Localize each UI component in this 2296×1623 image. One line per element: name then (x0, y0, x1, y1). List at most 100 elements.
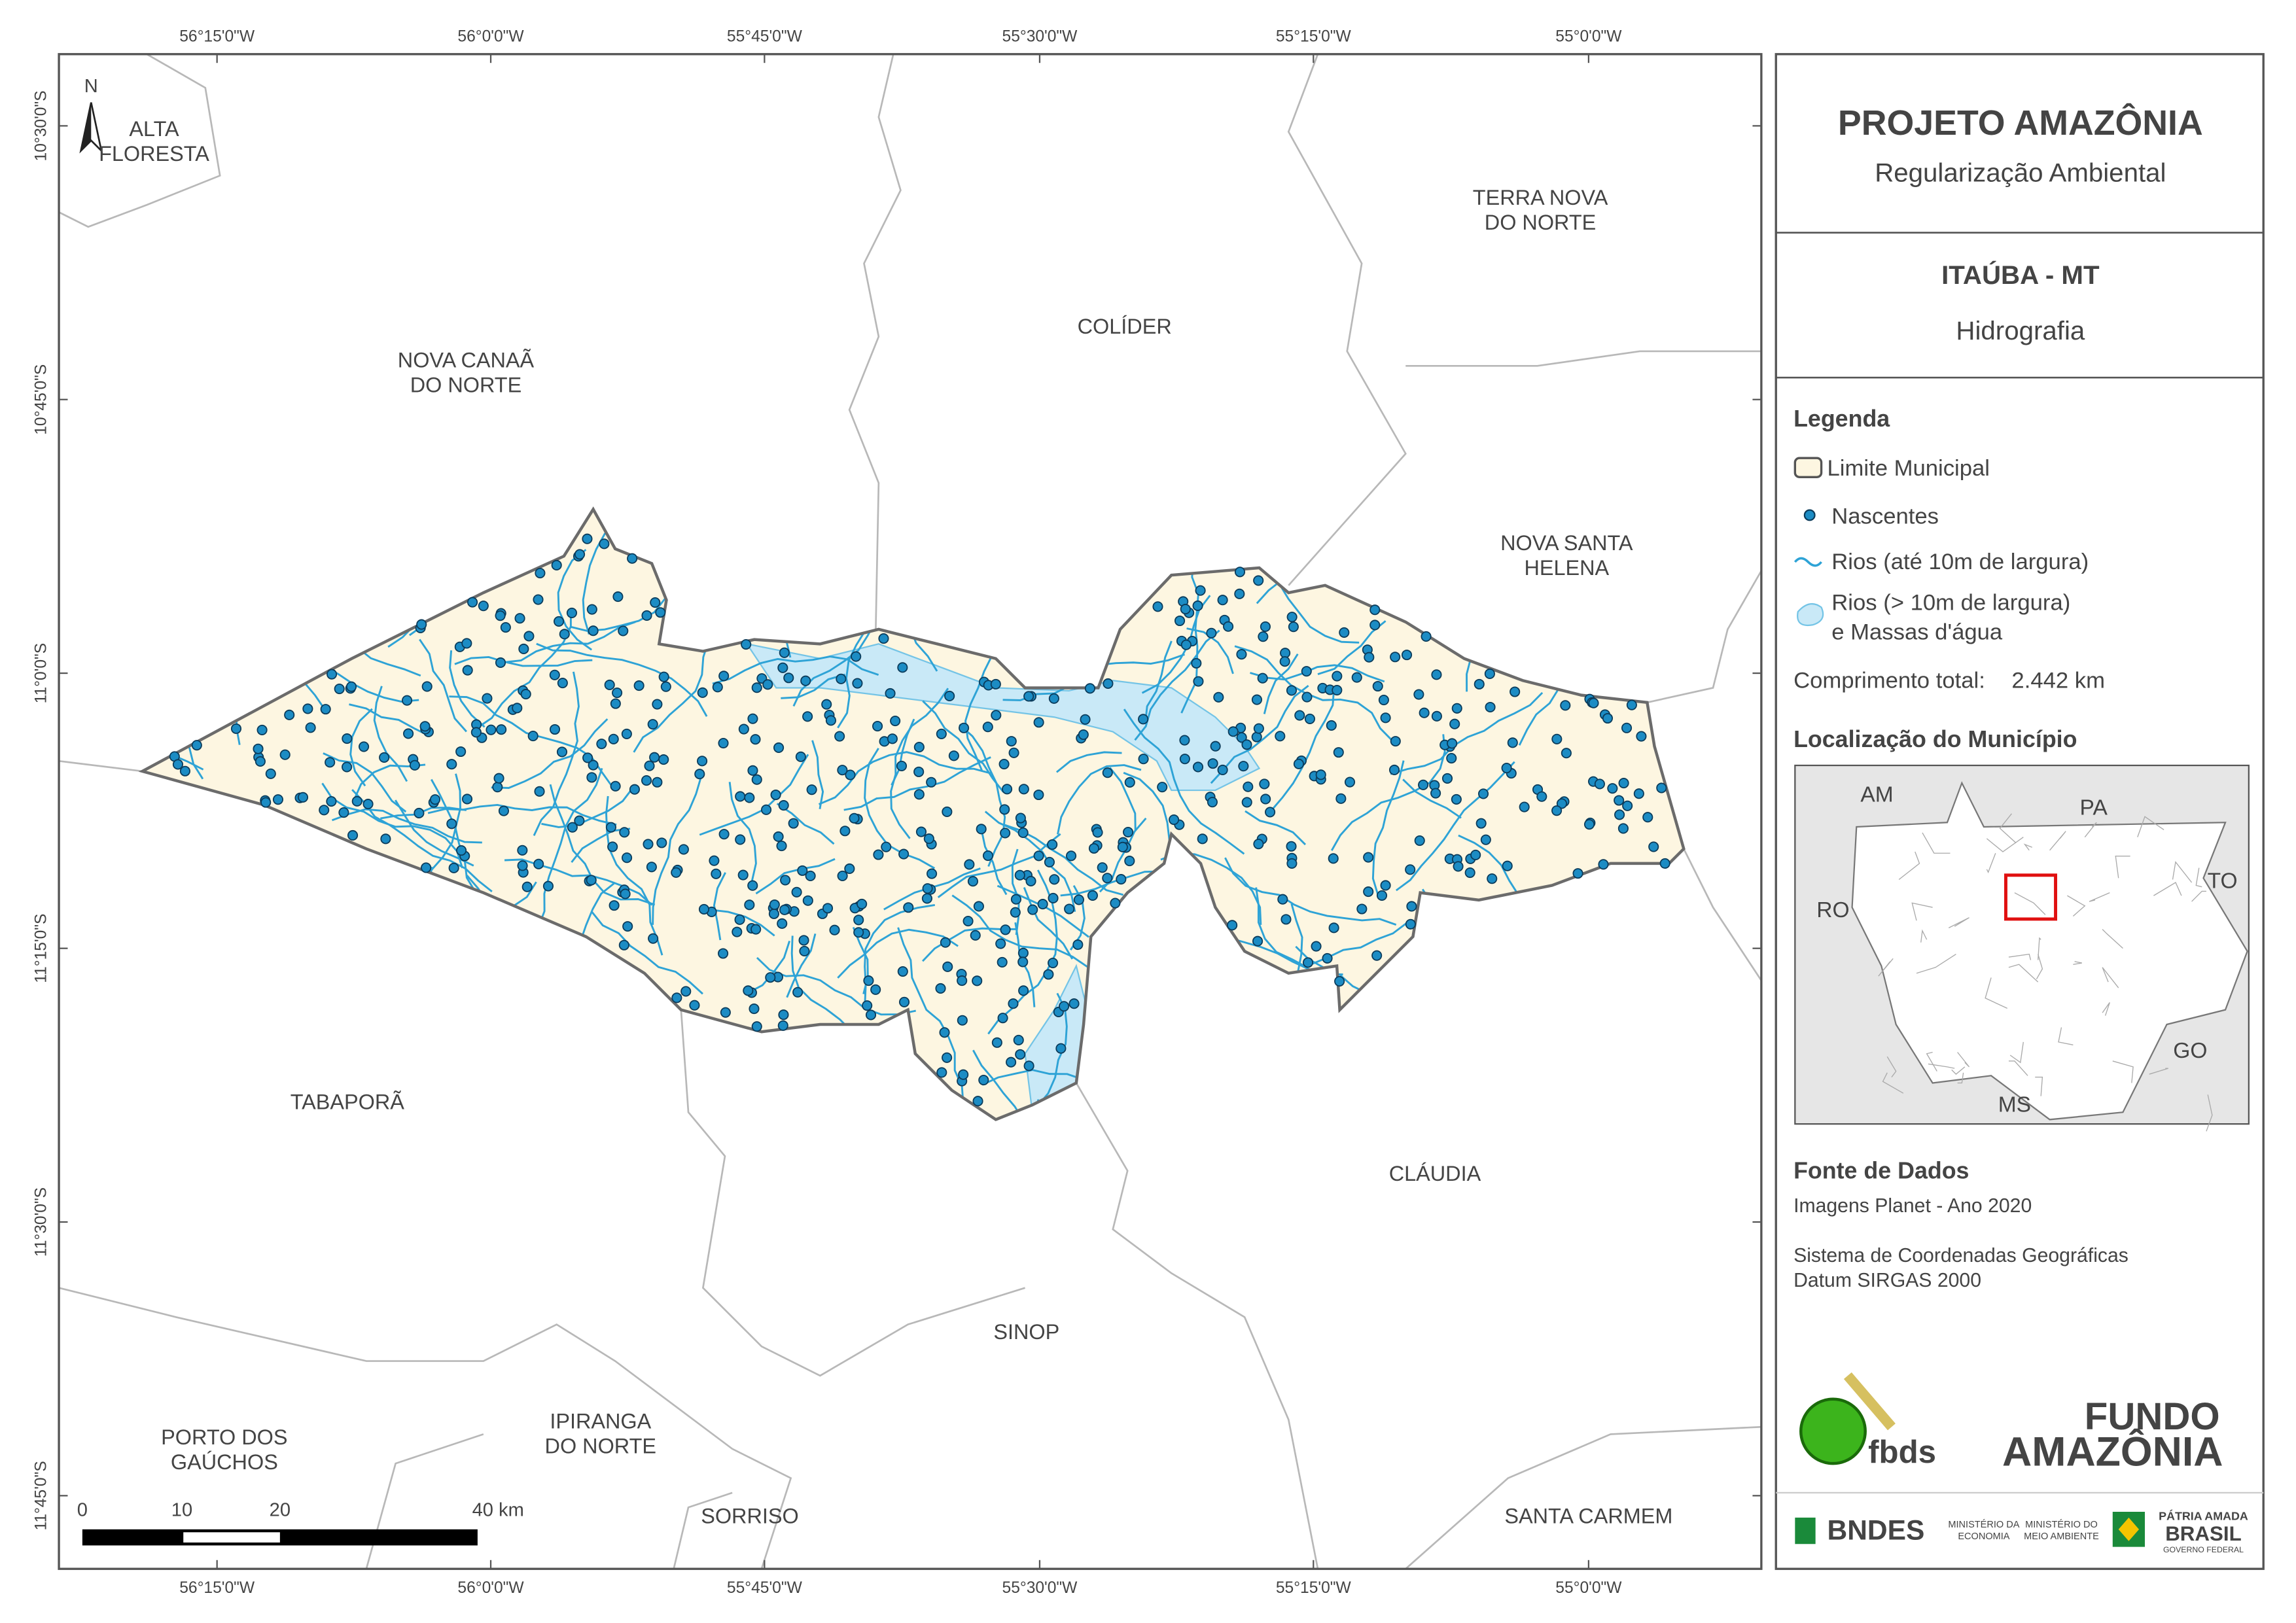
spring-point (1015, 1049, 1026, 1060)
spring-point (778, 800, 789, 811)
logo-text: MINISTÉRIO DO (2025, 1519, 2098, 1530)
spring-point (769, 899, 780, 911)
spring-point (320, 704, 331, 715)
river-line (395, 799, 474, 867)
spring-point (1257, 672, 1268, 684)
logo-shape (1795, 1517, 1816, 1544)
river-line (1180, 559, 1199, 714)
spring-point (862, 1000, 873, 1011)
spring-point (622, 852, 633, 864)
spring-point (1642, 812, 1653, 823)
spring-point (1344, 777, 1356, 788)
spring-point (1293, 758, 1304, 769)
spring-point (926, 777, 937, 788)
spring-point (1116, 874, 1127, 885)
inset-boundary (2149, 1068, 2168, 1075)
spring-point (347, 829, 359, 841)
spring-point (1390, 736, 1401, 747)
spring-point (1000, 828, 1011, 839)
spring-point (1339, 627, 1350, 638)
spring-point (1364, 652, 1375, 663)
spring-point (629, 784, 640, 795)
spring-point (1519, 801, 1530, 812)
spring-point (1501, 763, 1512, 774)
spring-point (1055, 1043, 1067, 1054)
spring-point (495, 657, 506, 669)
spring-point (942, 1052, 953, 1063)
scale-label: 0 (77, 1500, 88, 1521)
spring-point (1607, 783, 1618, 794)
spring-point (1008, 747, 1019, 758)
spring-point (821, 699, 832, 710)
spring-point (334, 683, 345, 695)
spring-point (419, 721, 431, 732)
spring-point (1014, 869, 1025, 881)
spring-point (1388, 764, 1400, 776)
lat-label: 11°0'0"S (33, 643, 50, 704)
source-line: Sistema de Coordenadas Geográficas (1793, 1245, 2128, 1266)
spring-point (1280, 914, 1292, 925)
spring-point (1010, 894, 1021, 905)
spring-point (1234, 567, 1246, 578)
spring-point (495, 610, 506, 621)
spring-point (751, 774, 762, 785)
spring-point (783, 672, 794, 684)
spring-point (1551, 805, 1563, 816)
spring-point (939, 1027, 950, 1038)
spring-point (967, 876, 978, 887)
river-line (1390, 691, 1544, 775)
spring-point (1072, 939, 1084, 951)
spring-point (822, 903, 834, 914)
spring-point (455, 845, 467, 856)
spring-point (566, 607, 578, 618)
spring-point (712, 682, 723, 693)
spring-point (1123, 826, 1134, 838)
inset-boundary (2008, 1060, 2028, 1076)
spring-point (1431, 669, 1442, 680)
spring-point (557, 678, 568, 689)
spring-point (486, 724, 497, 735)
spring-point (1414, 835, 1425, 846)
spring-point (890, 715, 901, 727)
spring-point (1334, 975, 1345, 987)
spring-point (559, 629, 570, 640)
river-line (321, 782, 464, 869)
inset-boundary (1926, 1051, 1937, 1072)
spring-point (1451, 794, 1462, 805)
river-line (1057, 764, 1142, 835)
spring-point (409, 759, 420, 771)
spring-point (305, 722, 316, 733)
spring-point (751, 1021, 762, 1032)
spring-point (829, 924, 840, 935)
spring-point (610, 698, 621, 709)
spring-point (788, 818, 799, 829)
spring-point (1405, 918, 1416, 930)
spring-point (853, 915, 864, 926)
spring-point (604, 679, 615, 691)
spring-point (718, 737, 729, 749)
spring-point (1380, 880, 1391, 891)
spring-point (380, 833, 391, 845)
spring-point (923, 833, 934, 845)
state-label: AM (1860, 782, 1893, 807)
inset-boundary (1928, 1063, 1955, 1069)
spring-point (1369, 604, 1381, 616)
municipal-border (1075, 1082, 1319, 1569)
inset-boundary (1920, 929, 1928, 943)
spring-point (694, 769, 705, 780)
spring-point (621, 728, 632, 739)
spring-point (1252, 935, 1263, 947)
spring-point (1502, 860, 1513, 871)
spring-point (618, 625, 629, 637)
spring-point (1193, 676, 1204, 687)
spring-point (1406, 901, 1417, 912)
spring-point (913, 766, 925, 777)
spring-point (853, 927, 864, 938)
place-label: NOVA CANAÃ (398, 347, 535, 372)
spring-point (1069, 998, 1080, 1009)
spring-point (922, 883, 933, 894)
legend-symbol (1803, 509, 1816, 521)
spring-point (1363, 852, 1374, 863)
municipal-border (1647, 570, 1763, 704)
municipal-border (1287, 54, 1407, 586)
